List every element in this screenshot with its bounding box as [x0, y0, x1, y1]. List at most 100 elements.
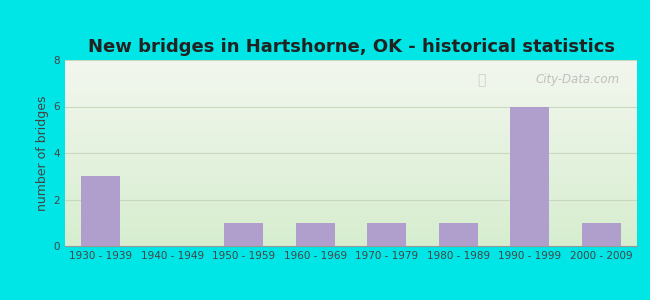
Bar [65, 214, 637, 216]
Bar [65, 103, 637, 105]
Bar [65, 118, 637, 119]
Bar [65, 151, 637, 153]
Bar [65, 235, 637, 237]
Bar [65, 196, 637, 198]
Bar [65, 134, 637, 136]
Bar [65, 127, 637, 129]
Bar [65, 123, 637, 125]
Bar [65, 159, 637, 161]
Y-axis label: number of bridges: number of bridges [36, 95, 49, 211]
Bar [65, 201, 637, 203]
Bar [65, 220, 637, 222]
Bar [65, 162, 637, 164]
Bar [65, 119, 637, 122]
Bar [65, 218, 637, 220]
Bar [65, 187, 637, 188]
Bar [65, 212, 637, 214]
Bar [65, 175, 637, 177]
Bar [65, 88, 637, 90]
Bar [65, 149, 637, 151]
Bar [65, 105, 637, 106]
Bar [65, 140, 637, 142]
Bar [65, 184, 637, 187]
Title: New bridges in Hartshorne, OK - historical statistics: New bridges in Hartshorne, OK - historic… [88, 38, 614, 56]
Bar [582, 223, 621, 246]
Bar [65, 242, 637, 244]
Bar [65, 138, 637, 140]
Bar [65, 129, 637, 131]
Bar [439, 223, 478, 246]
Bar [510, 106, 549, 246]
Bar [81, 176, 120, 246]
Bar [65, 62, 637, 64]
Bar [65, 192, 637, 194]
Bar [65, 227, 637, 229]
Bar [65, 84, 637, 86]
Bar [65, 224, 637, 226]
Bar [65, 194, 637, 196]
Bar [65, 73, 637, 75]
Bar [65, 177, 637, 179]
Bar [65, 146, 637, 147]
Bar [65, 66, 637, 68]
Bar [65, 112, 637, 114]
Bar [65, 71, 637, 73]
Bar [65, 157, 637, 159]
Bar [65, 110, 637, 112]
Bar [65, 190, 637, 192]
Bar [65, 160, 637, 162]
Bar [65, 205, 637, 207]
Bar [65, 131, 637, 133]
Bar [65, 101, 637, 103]
Bar [65, 229, 637, 231]
Text: Ⓢ: Ⓢ [477, 73, 485, 87]
Bar [65, 60, 637, 62]
Bar [65, 116, 637, 118]
Bar [65, 153, 637, 155]
Bar [65, 233, 637, 235]
Bar [65, 188, 637, 190]
Bar [65, 155, 637, 157]
Bar [65, 172, 637, 173]
Bar [65, 209, 637, 211]
Bar [65, 164, 637, 166]
Bar [65, 183, 637, 184]
Bar [65, 122, 637, 123]
Bar [65, 147, 637, 149]
Bar [65, 198, 637, 200]
Bar [65, 179, 637, 181]
Bar [65, 142, 637, 144]
Bar [65, 69, 637, 71]
Bar [65, 64, 637, 66]
Bar [65, 136, 637, 138]
Bar [65, 166, 637, 168]
Bar [65, 237, 637, 239]
Bar [65, 200, 637, 201]
Bar [65, 95, 637, 97]
Bar [65, 238, 637, 240]
Bar [65, 68, 637, 69]
Bar [65, 90, 637, 92]
Bar [65, 231, 637, 233]
Bar [65, 144, 637, 146]
Bar [65, 211, 637, 212]
Bar [296, 223, 335, 246]
Bar [65, 125, 637, 127]
Bar [65, 181, 637, 183]
Bar [65, 82, 637, 84]
Bar [65, 226, 637, 227]
Bar [65, 222, 637, 224]
Bar [65, 114, 637, 116]
Bar [65, 80, 637, 82]
Bar [65, 240, 637, 242]
Bar [65, 216, 637, 218]
Bar [65, 92, 637, 94]
Bar [65, 168, 637, 170]
Bar [65, 173, 637, 175]
Bar [65, 203, 637, 205]
Bar [65, 244, 637, 246]
Bar [65, 108, 637, 110]
Bar [65, 97, 637, 99]
Text: City-Data.com: City-Data.com [536, 73, 620, 86]
Bar [65, 75, 637, 77]
